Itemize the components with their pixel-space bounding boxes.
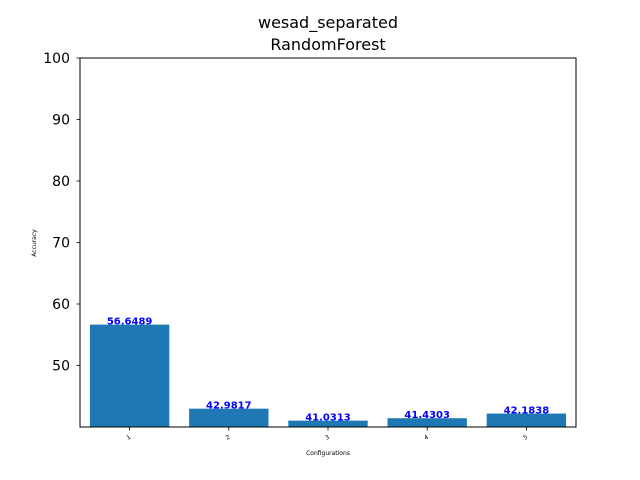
y-tick-label: 60 xyxy=(52,297,70,313)
y-axis-label: Accuracy xyxy=(31,229,38,257)
chart-title-line-2: RandomForest xyxy=(270,35,385,54)
y-tick-label: 50 xyxy=(52,359,70,375)
data-label-5: 42.1838 xyxy=(504,406,550,417)
bar-4 xyxy=(387,418,467,427)
y-tick-label: 80 xyxy=(52,174,70,190)
y-tick-label: 100 xyxy=(43,51,70,67)
y-axis-ticks: 50 60 70 80 90 100 xyxy=(43,51,80,375)
x-tick-label: 4 xyxy=(423,434,430,442)
x-tick-label: 5 xyxy=(522,434,529,442)
x-tick-label: 1 xyxy=(125,434,132,442)
data-label-2: 42.9817 xyxy=(206,401,252,412)
data-label-1: 56.6489 xyxy=(107,317,153,328)
x-axis-label: Configurations xyxy=(306,450,350,457)
bar-group xyxy=(89,324,567,427)
bar-1 xyxy=(89,324,170,427)
x-tick-label: 2 xyxy=(225,434,232,442)
data-label-group: 56.6489 42.9817 41.0313 41.4303 42.1838 xyxy=(107,317,549,424)
y-tick-label: 70 xyxy=(52,236,70,252)
bar-3 xyxy=(288,420,368,427)
y-tick-label: 90 xyxy=(52,113,70,129)
bar-2 xyxy=(189,408,269,427)
chart-title-line-1: wesad_separated xyxy=(258,13,398,33)
x-axis-ticks: 1 2 3 4 5 xyxy=(125,427,529,442)
x-tick-label: 3 xyxy=(324,434,331,442)
data-label-3: 41.0313 xyxy=(305,413,351,424)
data-label-4: 41.4303 xyxy=(404,410,450,421)
bar-5 xyxy=(486,413,567,427)
